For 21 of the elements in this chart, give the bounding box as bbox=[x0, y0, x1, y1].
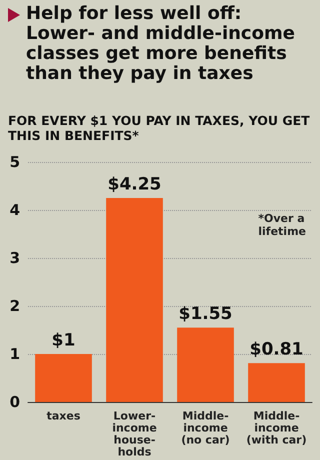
data-label: $1.55 bbox=[178, 304, 232, 324]
data-label: $0.81 bbox=[250, 340, 304, 360]
bar bbox=[248, 363, 305, 402]
x-tick-label: Middle- income (with car) bbox=[246, 410, 307, 446]
y-tick-label: 1 bbox=[10, 345, 20, 363]
x-tick-label: Lower- income house- holds bbox=[112, 410, 157, 458]
data-label: $4.25 bbox=[108, 174, 162, 194]
y-tick-label: 0 bbox=[10, 393, 20, 411]
y-tick-label: 2 bbox=[10, 297, 20, 315]
chart-title: Help for less well off: Lower- and middle-income classes get more benefits than they pay in taxes bbox=[26, 3, 296, 84]
annotation: *Over a lifetime bbox=[258, 212, 306, 238]
x-tick-label: Middle- income (no car) bbox=[181, 410, 230, 446]
y-tick-label: 4 bbox=[10, 201, 20, 219]
x-tick-label: taxes bbox=[46, 410, 81, 422]
y-tick-label: 3 bbox=[10, 249, 20, 267]
data-label: $1 bbox=[52, 330, 76, 350]
bar bbox=[35, 354, 92, 402]
y-tick-label: 5 bbox=[10, 153, 20, 171]
bar bbox=[106, 198, 163, 402]
bar bbox=[177, 328, 234, 402]
chart-subtitle: FOR EVERY $1 YOU PAY IN TAXES, YOU GET THIS IN BENEFITS* bbox=[8, 113, 311, 143]
